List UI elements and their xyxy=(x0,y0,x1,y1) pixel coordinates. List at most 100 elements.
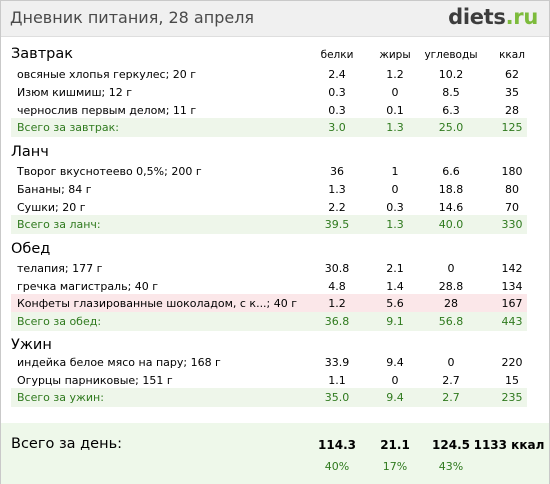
meal-total-label: Всего за ужин: xyxy=(17,391,104,404)
food-row[interactable]: телапия; 177 г 30.8 2.1 0 142 xyxy=(11,259,527,278)
day-total-carbs: 124.5 xyxy=(432,438,470,452)
food-fat: 1 xyxy=(391,165,399,178)
meal-total-protein: 3.0 xyxy=(328,121,346,134)
meal-total-row: Всего за ланч: 39.5 1.3 40.0 330 xyxy=(11,215,527,234)
food-name: гречка магистраль; 40 г xyxy=(17,280,159,293)
meal-total-kcal: 330 xyxy=(501,218,523,231)
column-header-fat: жиры xyxy=(379,49,411,61)
logo-main-text: diets xyxy=(448,5,506,29)
food-kcal: 167 xyxy=(501,297,523,310)
food-kcal: 180 xyxy=(501,165,523,178)
food-protein: 0.3 xyxy=(328,104,346,117)
food-protein: 1.1 xyxy=(328,374,346,387)
meal-total-protein: 36.8 xyxy=(324,315,350,328)
meal-total-carbs: 2.7 xyxy=(442,391,460,404)
food-protein: 4.8 xyxy=(328,280,346,293)
food-name: телапия; 177 г xyxy=(17,262,103,275)
food-protein: 0.3 xyxy=(328,86,346,99)
food-fat: 2.1 xyxy=(386,262,404,275)
page-title: Дневник питания, 28 апреля xyxy=(10,8,255,27)
meal-total-kcal: 125 xyxy=(501,121,523,134)
food-protein: 1.3 xyxy=(328,183,346,196)
food-carbs: 10.2 xyxy=(438,68,464,81)
meal-total-kcal: 235 xyxy=(501,391,523,404)
meal-total-carbs: 56.8 xyxy=(438,315,464,328)
food-kcal: 70 xyxy=(505,201,519,214)
food-fat: 0 xyxy=(391,183,399,196)
meal-total-protein: 35.0 xyxy=(324,391,350,404)
food-protein: 33.9 xyxy=(324,356,350,369)
food-row[interactable]: Огурцы парниковые; 151 г 1.1 0 2.7 15 xyxy=(11,371,527,390)
food-kcal: 80 xyxy=(505,183,519,196)
day-total-panel: Всего за день: 114.3 21.1 124.5 1133 кка… xyxy=(1,423,549,484)
meal-total-fat: 1.3 xyxy=(386,218,404,231)
food-carbs: 28.8 xyxy=(438,280,464,293)
food-protein: 2.4 xyxy=(328,68,346,81)
food-row[interactable]: Изюм кишмиш; 12 г 0.3 0 8.5 35 xyxy=(11,83,527,102)
food-name: Изюм кишмиш; 12 г xyxy=(17,86,132,99)
food-kcal: 15 xyxy=(505,374,519,387)
day-total-kcal: 1133 ккал xyxy=(473,438,545,452)
food-fat: 0 xyxy=(391,374,399,387)
meal-total-protein: 39.5 xyxy=(324,218,350,231)
food-carbs: 0 xyxy=(447,356,455,369)
food-fat: 0.1 xyxy=(386,104,404,117)
food-row[interactable]: Творог вкуснотеево 0,5%; 200 г 36 1 6.6 … xyxy=(11,162,527,181)
day-total-label: Всего за день: xyxy=(11,436,123,452)
food-row[interactable]: индейка белое мясо на пару; 168 г 33.9 9… xyxy=(11,353,527,372)
food-carbs: 8.5 xyxy=(442,86,460,99)
food-carbs: 2.7 xyxy=(442,374,460,387)
food-row[interactable]: Бананы; 84 г 1.3 0 18.8 80 xyxy=(11,180,527,199)
day-total-fat: 21.1 xyxy=(380,438,410,452)
food-name: Сушки; 20 г xyxy=(17,201,86,214)
logo-suffix-text: .ru xyxy=(505,5,539,29)
food-fat: 1.4 xyxy=(386,280,404,293)
site-logo[interactable]: diets.ru xyxy=(448,5,538,29)
column-header-kcal: ккал xyxy=(499,49,525,61)
day-total-protein: 114.3 xyxy=(318,438,356,452)
food-row[interactable]: гречка магистраль; 40 г 4.8 1.4 28.8 134 xyxy=(11,277,527,296)
food-fat: 1.2 xyxy=(386,68,404,81)
food-kcal: 134 xyxy=(501,280,523,293)
header-bar: Дневник питания, 28 апреля diets.ru xyxy=(1,1,549,37)
meal-total-fat: 9.4 xyxy=(386,391,404,404)
food-name: Бананы; 84 г xyxy=(17,183,92,196)
meal-total-carbs: 25.0 xyxy=(438,121,464,134)
food-name: Конфеты глазированные шоколадом, с к...;… xyxy=(17,297,298,310)
food-row-highlighted[interactable]: Конфеты глазированные шоколадом, с к...;… xyxy=(11,294,527,313)
food-name: индейка белое мясо на пару; 168 г xyxy=(17,356,221,369)
food-kcal: 220 xyxy=(501,356,523,369)
food-kcal: 62 xyxy=(505,68,519,81)
food-kcal: 142 xyxy=(501,262,523,275)
food-name: Огурцы парниковые; 151 г xyxy=(17,374,173,387)
meal-total-label: Всего за ланч: xyxy=(17,218,101,231)
food-protein: 1.2 xyxy=(328,297,346,310)
meal-title-dinner: Обед xyxy=(11,241,51,257)
meal-total-carbs: 40.0 xyxy=(438,218,464,231)
food-kcal: 28 xyxy=(505,104,519,117)
day-carbs-percent: 43% xyxy=(438,460,464,473)
food-row[interactable]: овсяные хлопья геркулес; 20 г 2.4 1.2 10… xyxy=(11,65,527,84)
day-fat-percent: 17% xyxy=(382,460,408,473)
food-name: чернослив первым делом; 11 г xyxy=(17,104,197,117)
meal-total-row: Всего за ужин: 35.0 9.4 2.7 235 xyxy=(11,388,527,407)
meal-total-fat: 9.1 xyxy=(386,315,404,328)
meal-total-row: Всего за завтрак: 3.0 1.3 25.0 125 xyxy=(11,118,527,137)
food-name: овсяные хлопья геркулес; 20 г xyxy=(17,68,197,81)
food-name: Творог вкуснотеево 0,5%; 200 г xyxy=(17,165,202,178)
food-carbs: 28 xyxy=(444,297,458,310)
food-kcal: 35 xyxy=(505,86,519,99)
column-header-carbs: углеводы xyxy=(424,49,478,61)
food-fat: 9.4 xyxy=(386,356,404,369)
food-carbs: 18.8 xyxy=(438,183,464,196)
meal-total-label: Всего за завтрак: xyxy=(17,121,120,134)
food-carbs: 14.6 xyxy=(438,201,464,214)
food-protein: 30.8 xyxy=(324,262,350,275)
food-protein: 36 xyxy=(330,165,344,178)
column-header-protein: белки xyxy=(320,49,354,61)
food-carbs: 6.6 xyxy=(442,165,460,178)
day-protein-percent: 40% xyxy=(324,460,350,473)
meal-title-lunch: Ланч xyxy=(11,144,49,160)
meal-total-label: Всего за обед: xyxy=(17,315,102,328)
